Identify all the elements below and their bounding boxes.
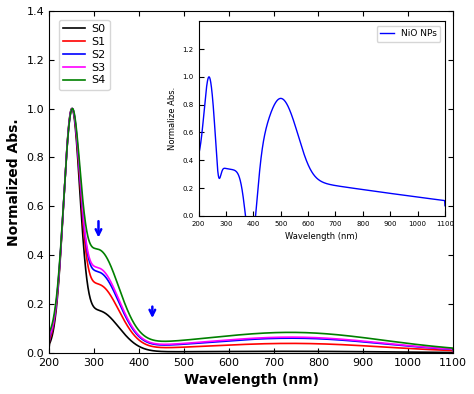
S1 xyxy=(322,342,328,346)
S3 xyxy=(46,340,52,345)
S0 xyxy=(450,350,456,355)
S3 xyxy=(69,106,75,111)
S4 xyxy=(69,106,75,111)
S1 xyxy=(450,349,456,354)
S2 xyxy=(211,340,217,344)
S2 xyxy=(133,331,138,335)
X-axis label: Wavelength (nm): Wavelength (nm) xyxy=(183,373,319,387)
S0 xyxy=(70,107,75,112)
S4 xyxy=(133,323,138,328)
S0 xyxy=(133,342,138,347)
S2 xyxy=(198,341,203,346)
S0 xyxy=(322,349,328,354)
Legend: S0, S1, S2, S3, S4: S0, S1, S2, S3, S4 xyxy=(59,20,109,90)
S2 xyxy=(46,341,52,346)
S3 xyxy=(322,336,328,340)
Line: S1: S1 xyxy=(49,109,453,351)
S0 xyxy=(198,349,203,354)
S3 xyxy=(450,348,456,353)
Line: S4: S4 xyxy=(49,109,453,350)
S3 xyxy=(213,338,219,343)
S4 xyxy=(198,336,203,341)
S3 xyxy=(198,340,203,344)
S2 xyxy=(322,337,328,342)
S4 xyxy=(322,331,328,336)
Line: S2: S2 xyxy=(49,109,453,351)
Y-axis label: Normalized Abs.: Normalized Abs. xyxy=(7,118,21,245)
S1 xyxy=(213,343,219,348)
S3 xyxy=(211,339,217,344)
Line: S3: S3 xyxy=(49,109,453,351)
S2 xyxy=(69,106,75,111)
S3 xyxy=(133,329,138,334)
S4 xyxy=(46,338,52,343)
S3 xyxy=(70,106,75,111)
S2 xyxy=(70,106,75,111)
S0 xyxy=(69,106,74,111)
S1 xyxy=(69,106,75,111)
S4 xyxy=(70,106,75,111)
S4 xyxy=(450,348,456,352)
S2 xyxy=(450,348,456,353)
S4 xyxy=(211,335,217,340)
S0 xyxy=(211,349,217,354)
S1 xyxy=(198,344,203,349)
S4 xyxy=(213,335,219,340)
S0 xyxy=(213,349,219,354)
S1 xyxy=(46,343,52,348)
S1 xyxy=(70,106,75,111)
Line: S0: S0 xyxy=(49,109,453,353)
S1 xyxy=(133,335,138,339)
S0 xyxy=(46,345,52,350)
S2 xyxy=(213,339,219,344)
S1 xyxy=(211,344,217,348)
